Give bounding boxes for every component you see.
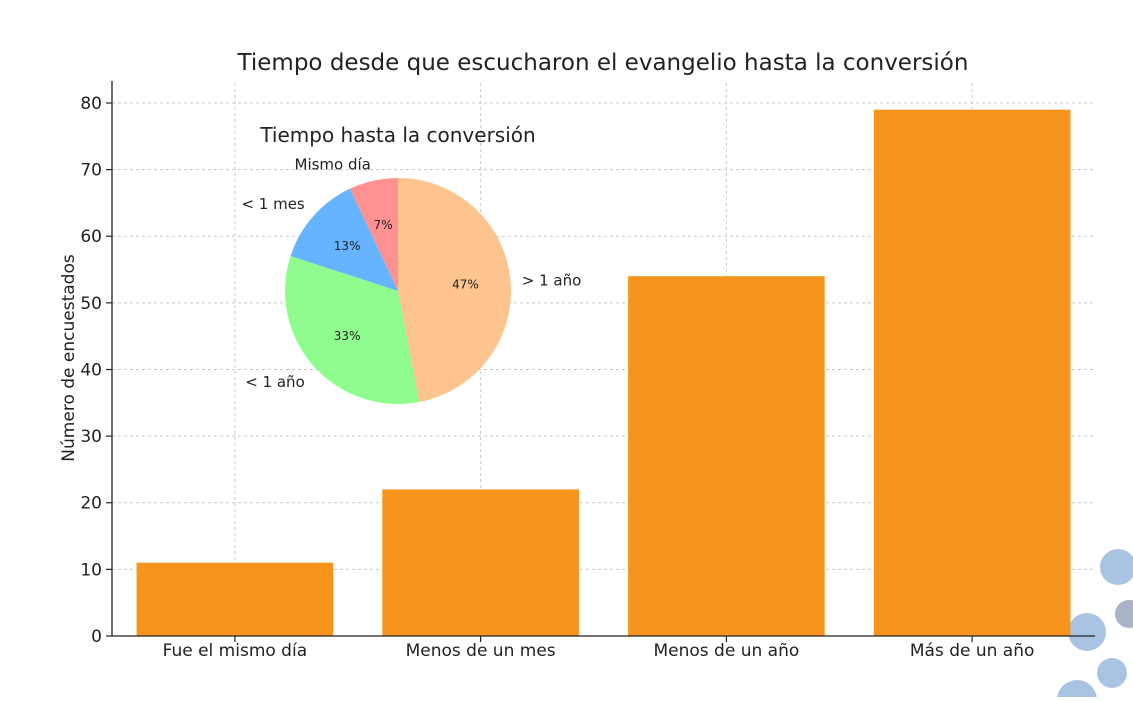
y-tick-label: 0 [91,627,102,647]
y-axis-label: Número de encuestados [59,254,79,462]
pie-slice-percent-label: 33% [334,329,361,343]
x-tick-label: Menos de un mes [406,641,556,661]
pie-slice-label: Mismo día [295,156,371,174]
chart-title: Tiempo desde que escucharon el evangelio… [237,50,969,76]
decorative-circle [1068,613,1106,651]
y-tick-label: 50 [80,294,102,314]
decorative-circle [1115,600,1133,628]
y-tick-label: 40 [80,360,102,380]
pie-title: Tiempo hasta la conversión [259,123,535,147]
pie-slice [285,256,420,405]
decorative-circle [1097,658,1127,688]
pie-slice-label: < 1 año [245,373,305,391]
decorative-circle [1100,549,1133,585]
bar [382,489,579,636]
pie-slice [349,178,398,291]
pie-slice-percent-label: 47% [452,278,479,292]
y-tick-label: 10 [80,560,102,580]
pie-slice [290,188,398,291]
pie-slice-percent-label: 13% [334,239,361,253]
y-tick-label: 20 [80,494,102,514]
pie-slice [398,178,512,402]
y-tick-label: 30 [80,427,102,447]
pie-slice-label: > 1 año [522,271,582,289]
bar-series [136,109,1071,636]
pie-chart: 7% Mismo día 13% < 1 mes 33% < 1 año 47% > 1 añ… [241,156,582,405]
x-tick-label: Fue el mismo día [163,641,308,661]
pie-slice-percent-label: 7% [374,218,393,232]
x-tick-label: Más de un año [910,641,1035,661]
x-tick-label: Menos de un año [653,641,799,661]
y-tick-label: 80 [80,94,102,114]
bar [873,109,1071,636]
axes: 0 10 20 30 40 50 60 70 80 Fue el mismo día Menos d… [80,81,1095,661]
pie-slice-label: < 1 mes [241,195,304,213]
y-tick-label: 60 [80,227,102,247]
y-tick-label: 70 [80,161,102,181]
decorative-circle [1057,680,1097,701]
decorative-circles [1057,549,1133,701]
bar [628,276,825,636]
bar [136,562,334,636]
